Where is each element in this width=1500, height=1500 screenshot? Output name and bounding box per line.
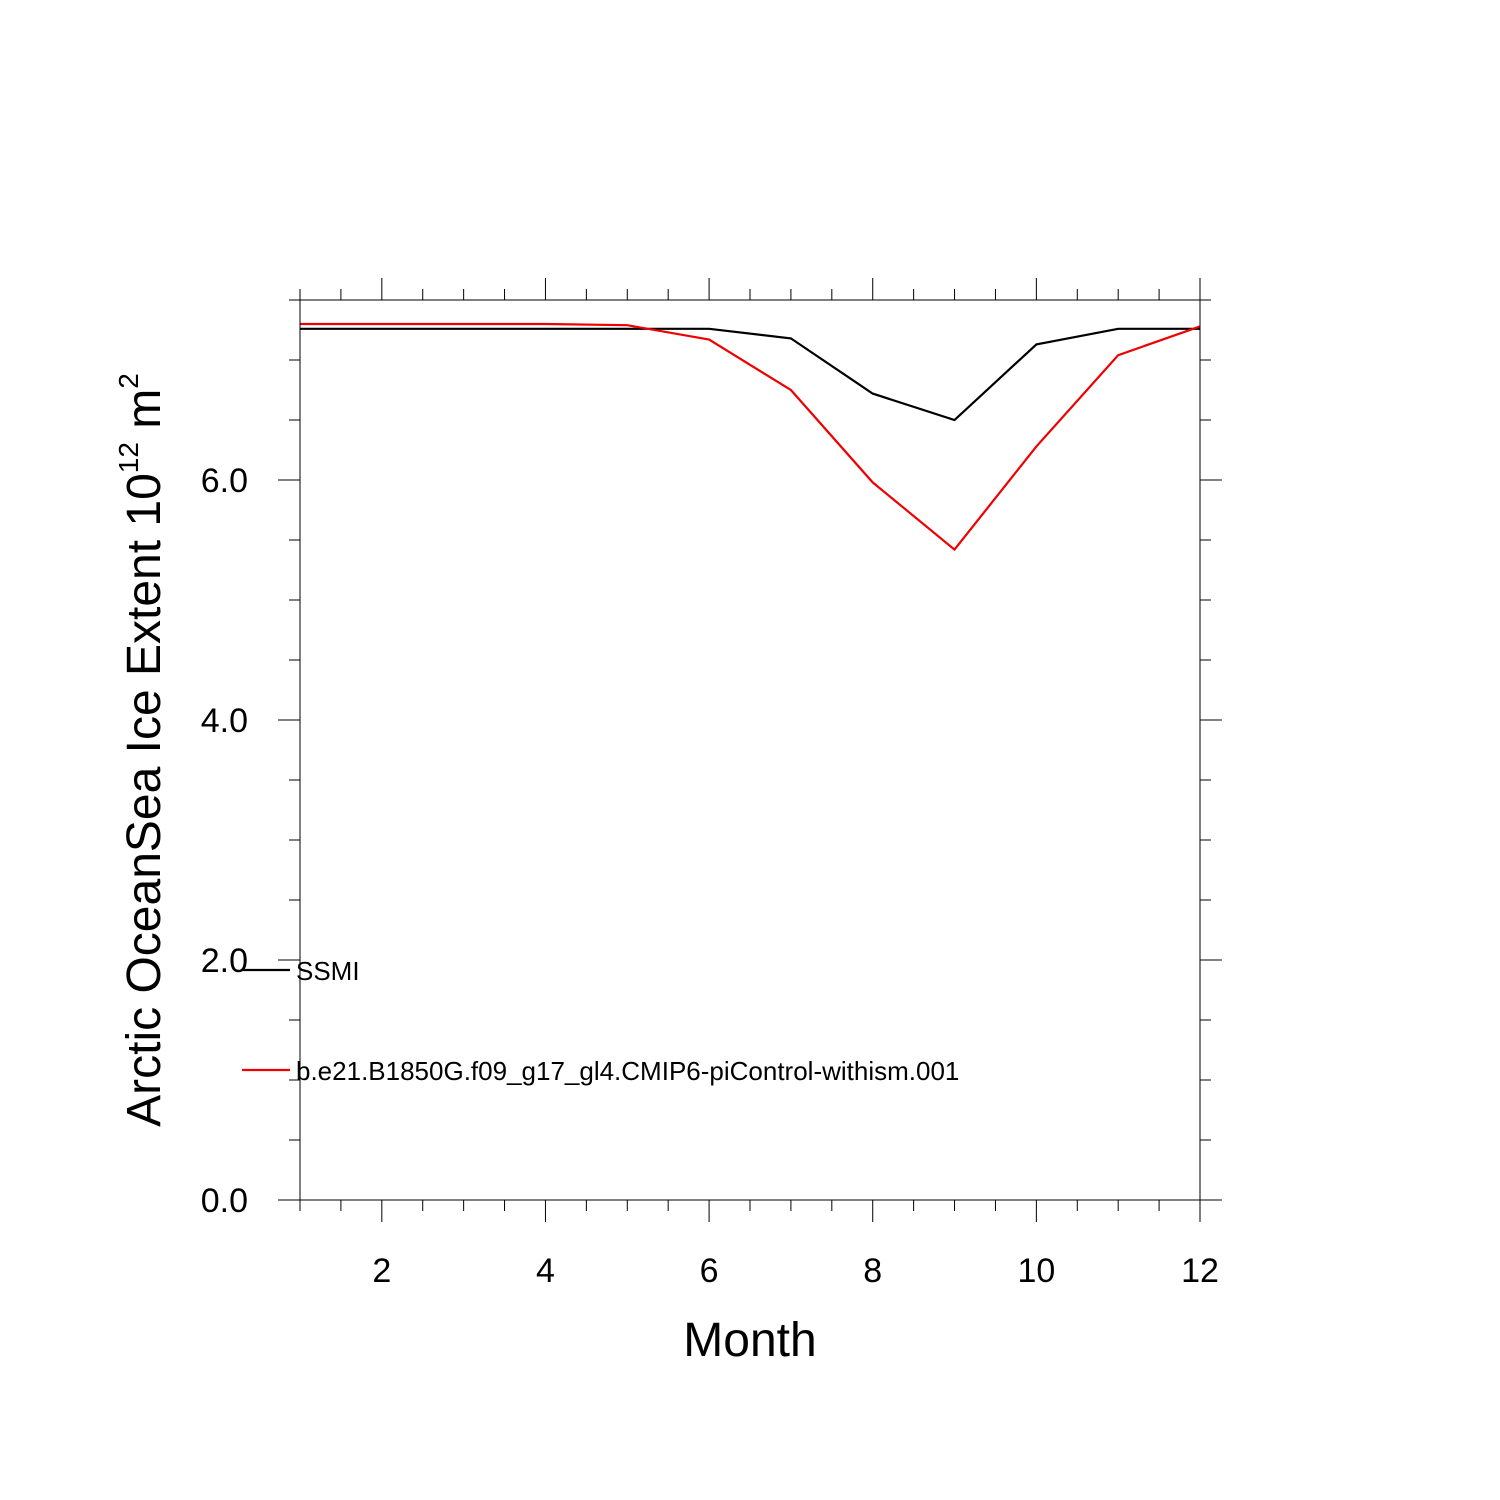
x-tick-label: 4 [536, 1252, 555, 1290]
y-axis-label-exponent: 12 [113, 442, 144, 473]
y-axis-label-unit-exponent: 2 [113, 373, 144, 389]
y-tick-label: 6.0 [201, 462, 248, 500]
series-line-ssmi [300, 327, 1200, 422]
x-tick-label: 8 [863, 1252, 882, 1290]
legend-label-ssmi: SSMI [296, 956, 360, 986]
x-tick-label: 2 [372, 1252, 391, 1290]
y-axis-label-main: Arctic OceanSea Ice Extent 10 [118, 473, 171, 1127]
y-axis-label-unit: m [118, 389, 171, 442]
legend-label-model: b.e21.B1850G.f09_g17_gl4.CMIP6-piControl… [296, 1056, 959, 1086]
y-tick-label: 4.0 [201, 702, 248, 740]
y-tick-label: 0.0 [201, 1182, 248, 1220]
axis-ticks [278, 278, 1222, 1222]
y-tick-label: 2.0 [201, 942, 248, 980]
series-line-model [300, 322, 1201, 552]
x-tick-label: 12 [1181, 1252, 1219, 1290]
tick-labels: 2 4 6 8 10 12 0.0 2.0 4.0 6.0 [201, 462, 1219, 1290]
legend: SSMI b.e21.B1850G.f09_g17_gl4.CMIP6-piCon… [242, 956, 959, 1086]
y-axis-label: Arctic OceanSea Ice Extent 1012 m2 [113, 373, 171, 1127]
x-tick-label: 6 [700, 1252, 719, 1290]
series-lines [300, 322, 1201, 552]
x-tick-label: 10 [1017, 1252, 1055, 1290]
plot-frame [299, 299, 1201, 1201]
x-axis-label: Month [683, 1314, 816, 1367]
